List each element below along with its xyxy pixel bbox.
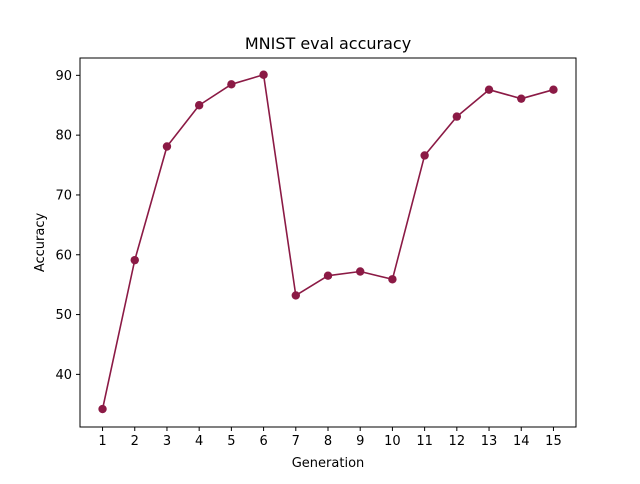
x-tick-label: 4 [195, 434, 203, 449]
y-tick-label: 70 [55, 188, 72, 203]
y-axis: 40 50 60 70 80 90 [55, 69, 80, 383]
data-point [162, 142, 172, 151]
y-tick-label: 50 [55, 308, 72, 323]
x-tick-label: 15 [545, 434, 562, 449]
x-axis-label: Generation [292, 456, 365, 471]
data-point [517, 94, 526, 103]
x-tick-label: 7 [292, 434, 300, 449]
x-tick-label: 8 [324, 434, 332, 449]
data-point [259, 70, 268, 79]
x-tick-label: 3 [163, 434, 171, 449]
x-axis: 1 2 3 4 5 6 7 8 9 10 11 12 13 14 15 [98, 427, 562, 449]
x-tick-label: 13 [481, 434, 498, 449]
data-point [98, 404, 107, 414]
x-tick-label: 2 [131, 434, 139, 449]
x-tick-label: 12 [449, 434, 466, 449]
data-point [388, 275, 397, 284]
x-tick-label: 6 [259, 434, 267, 449]
y-axis-label: Accuracy [33, 213, 48, 273]
data-point [420, 151, 429, 160]
y-tick-label: 60 [55, 248, 72, 263]
series-layer [98, 70, 558, 414]
data-point [323, 271, 333, 280]
data-point [356, 267, 365, 276]
x-tick-label: 11 [416, 434, 433, 449]
data-point [291, 291, 300, 300]
chart-title: MNIST eval accuracy [245, 34, 411, 53]
data-point [484, 85, 494, 94]
data-point [194, 101, 204, 110]
x-tick-label: 14 [513, 434, 530, 449]
data-point [130, 255, 139, 265]
y-tick-label: 90 [55, 69, 72, 84]
y-tick-label: 40 [55, 368, 72, 383]
data-point [227, 80, 236, 89]
data-point [452, 112, 462, 121]
x-tick-label: 9 [356, 434, 364, 449]
data-point [549, 85, 558, 94]
x-tick-label: 5 [227, 434, 235, 449]
plot-area [79, 57, 577, 428]
x-tick-label: 10 [384, 434, 401, 449]
x-tick-label: 1 [98, 434, 106, 449]
y-tick-label: 80 [55, 129, 72, 144]
